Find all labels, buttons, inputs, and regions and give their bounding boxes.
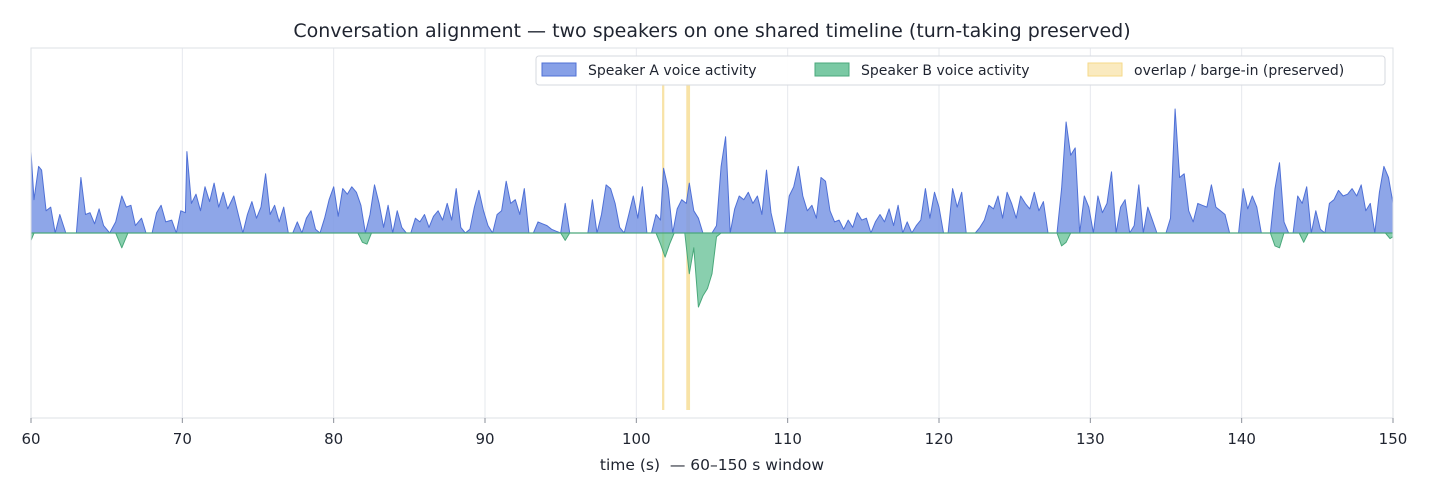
x-tick-label-80: 80 [324, 430, 343, 448]
x-tick-label-150: 150 [1379, 430, 1408, 448]
legend-swatch-overlap [1087, 62, 1123, 77]
x-axis-label: time (s) — 60–150 s window [600, 456, 825, 474]
x-tick-label-90: 90 [475, 430, 494, 448]
legend-swatch-speaker-a [541, 62, 577, 77]
speaker-b-area [30, 232, 1394, 308]
x-tick-label-110: 110 [773, 430, 802, 448]
speaker-a-area [30, 108, 1394, 234]
legend-box [535, 55, 1386, 86]
legend-label-speaker-a: Speaker A voice activity [588, 63, 757, 79]
legend: Speaker A voice activity Speaker B voice … [535, 55, 1386, 86]
x-tick-label-120: 120 [925, 430, 954, 448]
plot-area: 60 70 80 90 100 110 120 130 140 150 [21, 47, 1408, 448]
legend-label-speaker-b: Speaker B voice activity [861, 63, 1030, 79]
x-tick-label-130: 130 [1076, 430, 1105, 448]
legend-label-overlap: overlap / barge-in (preserved) [1134, 63, 1344, 79]
legend-swatch-speaker-b [814, 62, 850, 77]
x-tick-label-60: 60 [21, 430, 40, 448]
plot-frame [30, 47, 1394, 419]
x-tick-label-140: 140 [1227, 430, 1256, 448]
chart-title: Conversation alignment — two speakers on… [293, 20, 1130, 42]
x-tick-label-100: 100 [622, 430, 651, 448]
x-tick-label-70: 70 [173, 430, 192, 448]
